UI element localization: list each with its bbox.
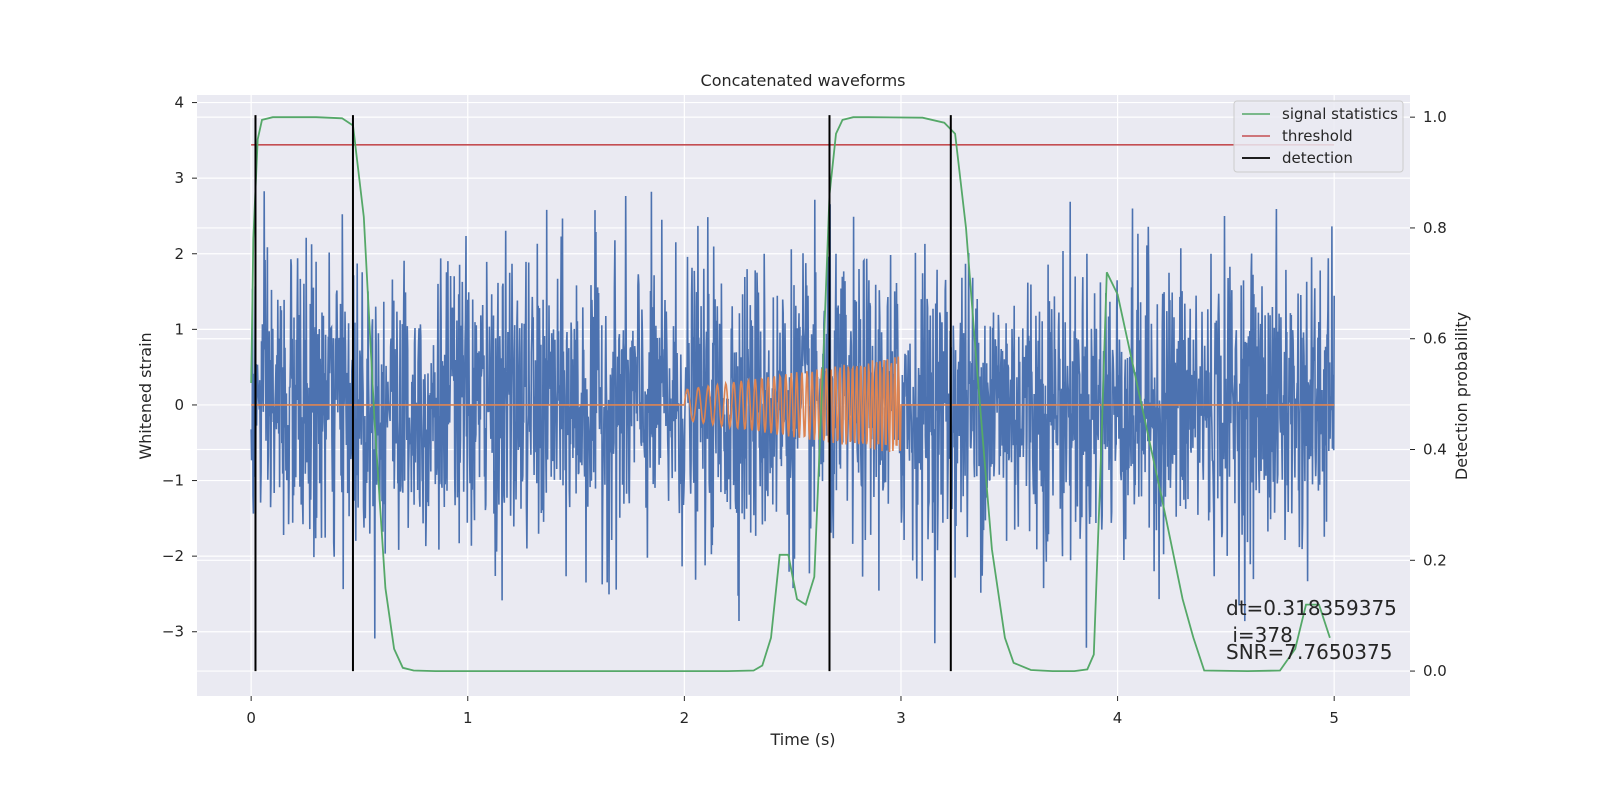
left-y-tick-label: −2 <box>162 547 184 565</box>
left-y-tick-label: 3 <box>174 169 184 187</box>
legend-label-detection: detection <box>1282 149 1353 167</box>
series-whitened-strain-line <box>250 191 1335 648</box>
x-tick-label: 2 <box>680 709 690 727</box>
right-y-tick-label: 0.6 <box>1423 330 1447 348</box>
chart-title: Concatenated waveforms <box>701 71 906 90</box>
x-tick-label: 3 <box>896 709 906 727</box>
left-y-tick-label: 4 <box>174 94 184 112</box>
x-tick-label: 0 <box>246 709 256 727</box>
right-y-tick-label: 0.4 <box>1423 441 1447 459</box>
x-tick-label: 1 <box>463 709 473 727</box>
legend: signal statistics threshold detection <box>1233 100 1404 173</box>
legend-label-threshold: threshold <box>1282 127 1353 145</box>
annotation-index: i=378 <box>1226 623 1293 647</box>
series-signal-statistics-line <box>250 116 1331 673</box>
right-y-axis-label: Detection probability <box>1452 312 1471 480</box>
right-y-tick-label: 1.0 <box>1423 108 1447 126</box>
left-y-axis-ticks: −3 −2 −1 0 1 2 3 4 <box>162 94 197 641</box>
series-detection-lines <box>254 115 952 672</box>
right-y-tick-label: 0.2 <box>1423 551 1447 569</box>
right-y-tick-label: 0.0 <box>1423 662 1447 680</box>
right-y-tick-label: 0.8 <box>1423 219 1447 237</box>
left-y-tick-label: 0 <box>174 396 184 414</box>
left-y-tick-label: 1 <box>174 320 184 338</box>
annotation-dt: dt=0.318359375 <box>1226 596 1397 620</box>
left-y-axis-label: Whitened strain <box>136 332 155 459</box>
x-axis-label: Time (s) <box>769 730 835 749</box>
right-y-axis-ticks: 0.0 0.2 0.4 0.6 0.8 1.0 <box>1410 108 1447 680</box>
plot-series <box>250 115 1335 673</box>
series-chirp-waveform-line <box>251 356 1335 453</box>
x-axis-ticks: 0 1 2 3 4 5 <box>246 696 1339 727</box>
annotation-snr: SNR=7.7650375 <box>1226 640 1392 664</box>
x-tick-label: 4 <box>1113 709 1123 727</box>
legend-label-signal-statistics: signal statistics <box>1282 105 1398 123</box>
left-y-tick-label: −3 <box>162 623 184 641</box>
x-tick-label: 5 <box>1329 709 1339 727</box>
left-y-tick-label: −1 <box>162 472 184 490</box>
left-y-tick-label: 2 <box>174 245 184 263</box>
